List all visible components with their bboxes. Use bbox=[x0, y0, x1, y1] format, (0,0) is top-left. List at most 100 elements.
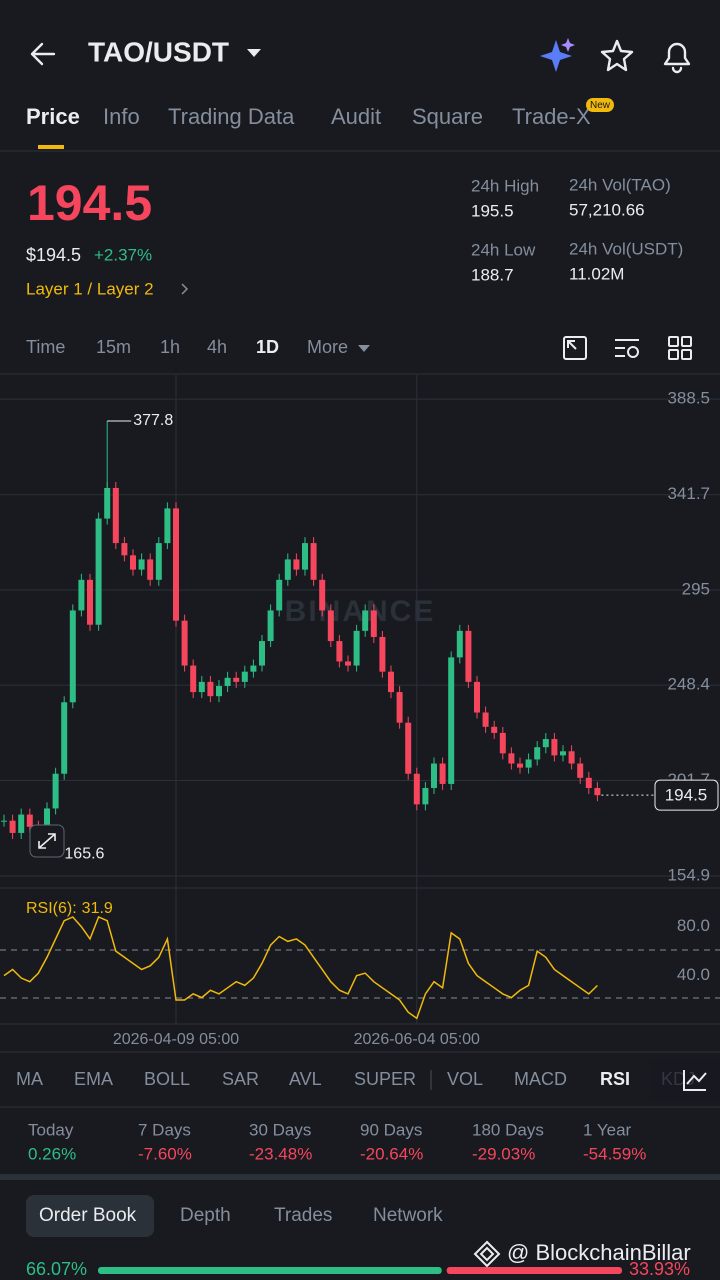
rsi-tick-label: 40.0 bbox=[677, 965, 710, 984]
rsi-value: 31.9 bbox=[82, 900, 113, 917]
candle bbox=[422, 788, 429, 805]
candle bbox=[69, 610, 76, 703]
candle bbox=[9, 820, 16, 833]
candle bbox=[259, 641, 265, 666]
indicator-tab[interactable]: RSI bbox=[600, 1069, 630, 1089]
candle bbox=[362, 610, 369, 631]
tab[interactable]: Info bbox=[103, 104, 140, 129]
tab[interactable]: Square bbox=[412, 104, 483, 129]
back-button[interactable] bbox=[30, 42, 56, 66]
book-tab[interactable]: Network bbox=[373, 1205, 443, 1226]
candle bbox=[207, 681, 214, 697]
candle bbox=[413, 773, 420, 805]
stat-label: 24h High bbox=[471, 176, 539, 195]
perf-value: -7.60% bbox=[138, 1144, 192, 1163]
interval-tab[interactable]: 1h bbox=[160, 337, 180, 357]
perf-label: 90 Days bbox=[360, 1120, 422, 1139]
candle bbox=[130, 555, 136, 570]
indicator-tab[interactable]: EMA bbox=[74, 1069, 113, 1089]
indicator-tab[interactable]: VOL bbox=[447, 1069, 483, 1089]
rsi-line bbox=[3, 915, 598, 1020]
extreme-label: 165.6 bbox=[64, 845, 104, 862]
indicator-tab[interactable]: BOLL bbox=[144, 1069, 190, 1089]
candle bbox=[491, 726, 498, 733]
candle bbox=[439, 763, 446, 784]
candle bbox=[345, 661, 351, 666]
usd-price: $194.5 bbox=[26, 245, 81, 265]
indicator-tab[interactable]: SAR bbox=[222, 1069, 259, 1089]
chart-tools[interactable] bbox=[563, 336, 692, 360]
notification-button[interactable] bbox=[663, 42, 691, 74]
x-tick-label: 2026-04-09 05:00 bbox=[113, 1031, 239, 1048]
perf-value: -20.64% bbox=[360, 1144, 423, 1163]
candle bbox=[474, 681, 480, 713]
new-badge-bg bbox=[586, 98, 614, 112]
candle bbox=[448, 657, 455, 784]
candle bbox=[164, 508, 171, 544]
indicator-tab[interactable]: MA bbox=[16, 1069, 43, 1089]
interval-tab[interactable]: Time bbox=[26, 337, 65, 357]
candle bbox=[379, 636, 386, 672]
tab[interactable]: Trading Data bbox=[168, 104, 295, 129]
buy-ratio: 66.07% bbox=[26, 1259, 87, 1279]
candle bbox=[534, 747, 541, 760]
favorite-button[interactable] bbox=[600, 39, 634, 72]
candle bbox=[370, 610, 377, 637]
watermark-icon bbox=[473, 1240, 501, 1268]
candle bbox=[216, 685, 222, 697]
indicator-tab[interactable]: AVL bbox=[289, 1069, 322, 1089]
pair-caret[interactable] bbox=[247, 49, 261, 57]
more-caret[interactable] bbox=[358, 345, 370, 352]
expand-icon bbox=[38, 833, 56, 849]
candle bbox=[525, 759, 532, 768]
candle bbox=[138, 559, 145, 570]
candle bbox=[198, 681, 205, 693]
candle bbox=[353, 630, 360, 666]
candle bbox=[284, 559, 291, 580]
candle bbox=[104, 487, 111, 519]
rsi-tick-label: 80.0 bbox=[677, 916, 710, 935]
candle bbox=[431, 763, 437, 789]
price-change: +2.37% bbox=[94, 245, 152, 264]
candle bbox=[87, 579, 93, 625]
perf-value: 0.26% bbox=[28, 1144, 76, 1163]
tab[interactable]: Trade-X bbox=[512, 104, 591, 129]
book-tab[interactable]: Order Book bbox=[39, 1205, 137, 1226]
sell-bar bbox=[446, 1267, 622, 1274]
perf-label: 180 Days bbox=[472, 1120, 544, 1139]
tab[interactable]: Price bbox=[26, 104, 80, 129]
candle bbox=[190, 665, 197, 693]
indicator-settings[interactable] bbox=[683, 1070, 707, 1091]
stat-value: 57,210.66 bbox=[569, 200, 645, 219]
perf-value: -29.03% bbox=[472, 1144, 535, 1163]
interval-tab[interactable]: More bbox=[307, 337, 348, 357]
perf-label: 1 Year bbox=[583, 1120, 632, 1139]
candle bbox=[224, 677, 231, 686]
interval-tab[interactable]: 4h bbox=[207, 337, 227, 357]
candle bbox=[568, 751, 575, 764]
stat-value: 195.5 bbox=[471, 201, 514, 220]
perf-value: -23.48% bbox=[249, 1144, 312, 1163]
perf-label: Today bbox=[28, 1120, 74, 1139]
pair-title[interactable]: TAO/USDT bbox=[88, 36, 229, 67]
tab[interactable]: Audit bbox=[331, 104, 381, 129]
candle bbox=[405, 722, 412, 774]
candle bbox=[293, 559, 300, 570]
stat-value: 11.02M bbox=[569, 264, 624, 283]
tag-link[interactable]: Layer 1 / Layer 2 bbox=[26, 279, 154, 298]
book-tab[interactable]: Trades bbox=[274, 1205, 332, 1226]
interval-tab[interactable]: 1D bbox=[256, 337, 279, 357]
interval-tab[interactable]: 15m bbox=[96, 337, 131, 357]
x-tick-label: 2026-06-04 05:00 bbox=[354, 1031, 480, 1048]
candle bbox=[241, 671, 248, 682]
indicator-tab[interactable]: MACD bbox=[514, 1069, 567, 1089]
candle bbox=[61, 702, 68, 774]
indicator-tab[interactable]: SUPER bbox=[354, 1069, 416, 1089]
book-tab[interactable]: Depth bbox=[180, 1205, 231, 1226]
perf-value: -54.59% bbox=[583, 1144, 646, 1163]
ai-button[interactable] bbox=[540, 38, 575, 72]
sell-ratio: 33.93% bbox=[629, 1259, 690, 1279]
candle bbox=[112, 487, 119, 544]
candle bbox=[302, 543, 308, 570]
